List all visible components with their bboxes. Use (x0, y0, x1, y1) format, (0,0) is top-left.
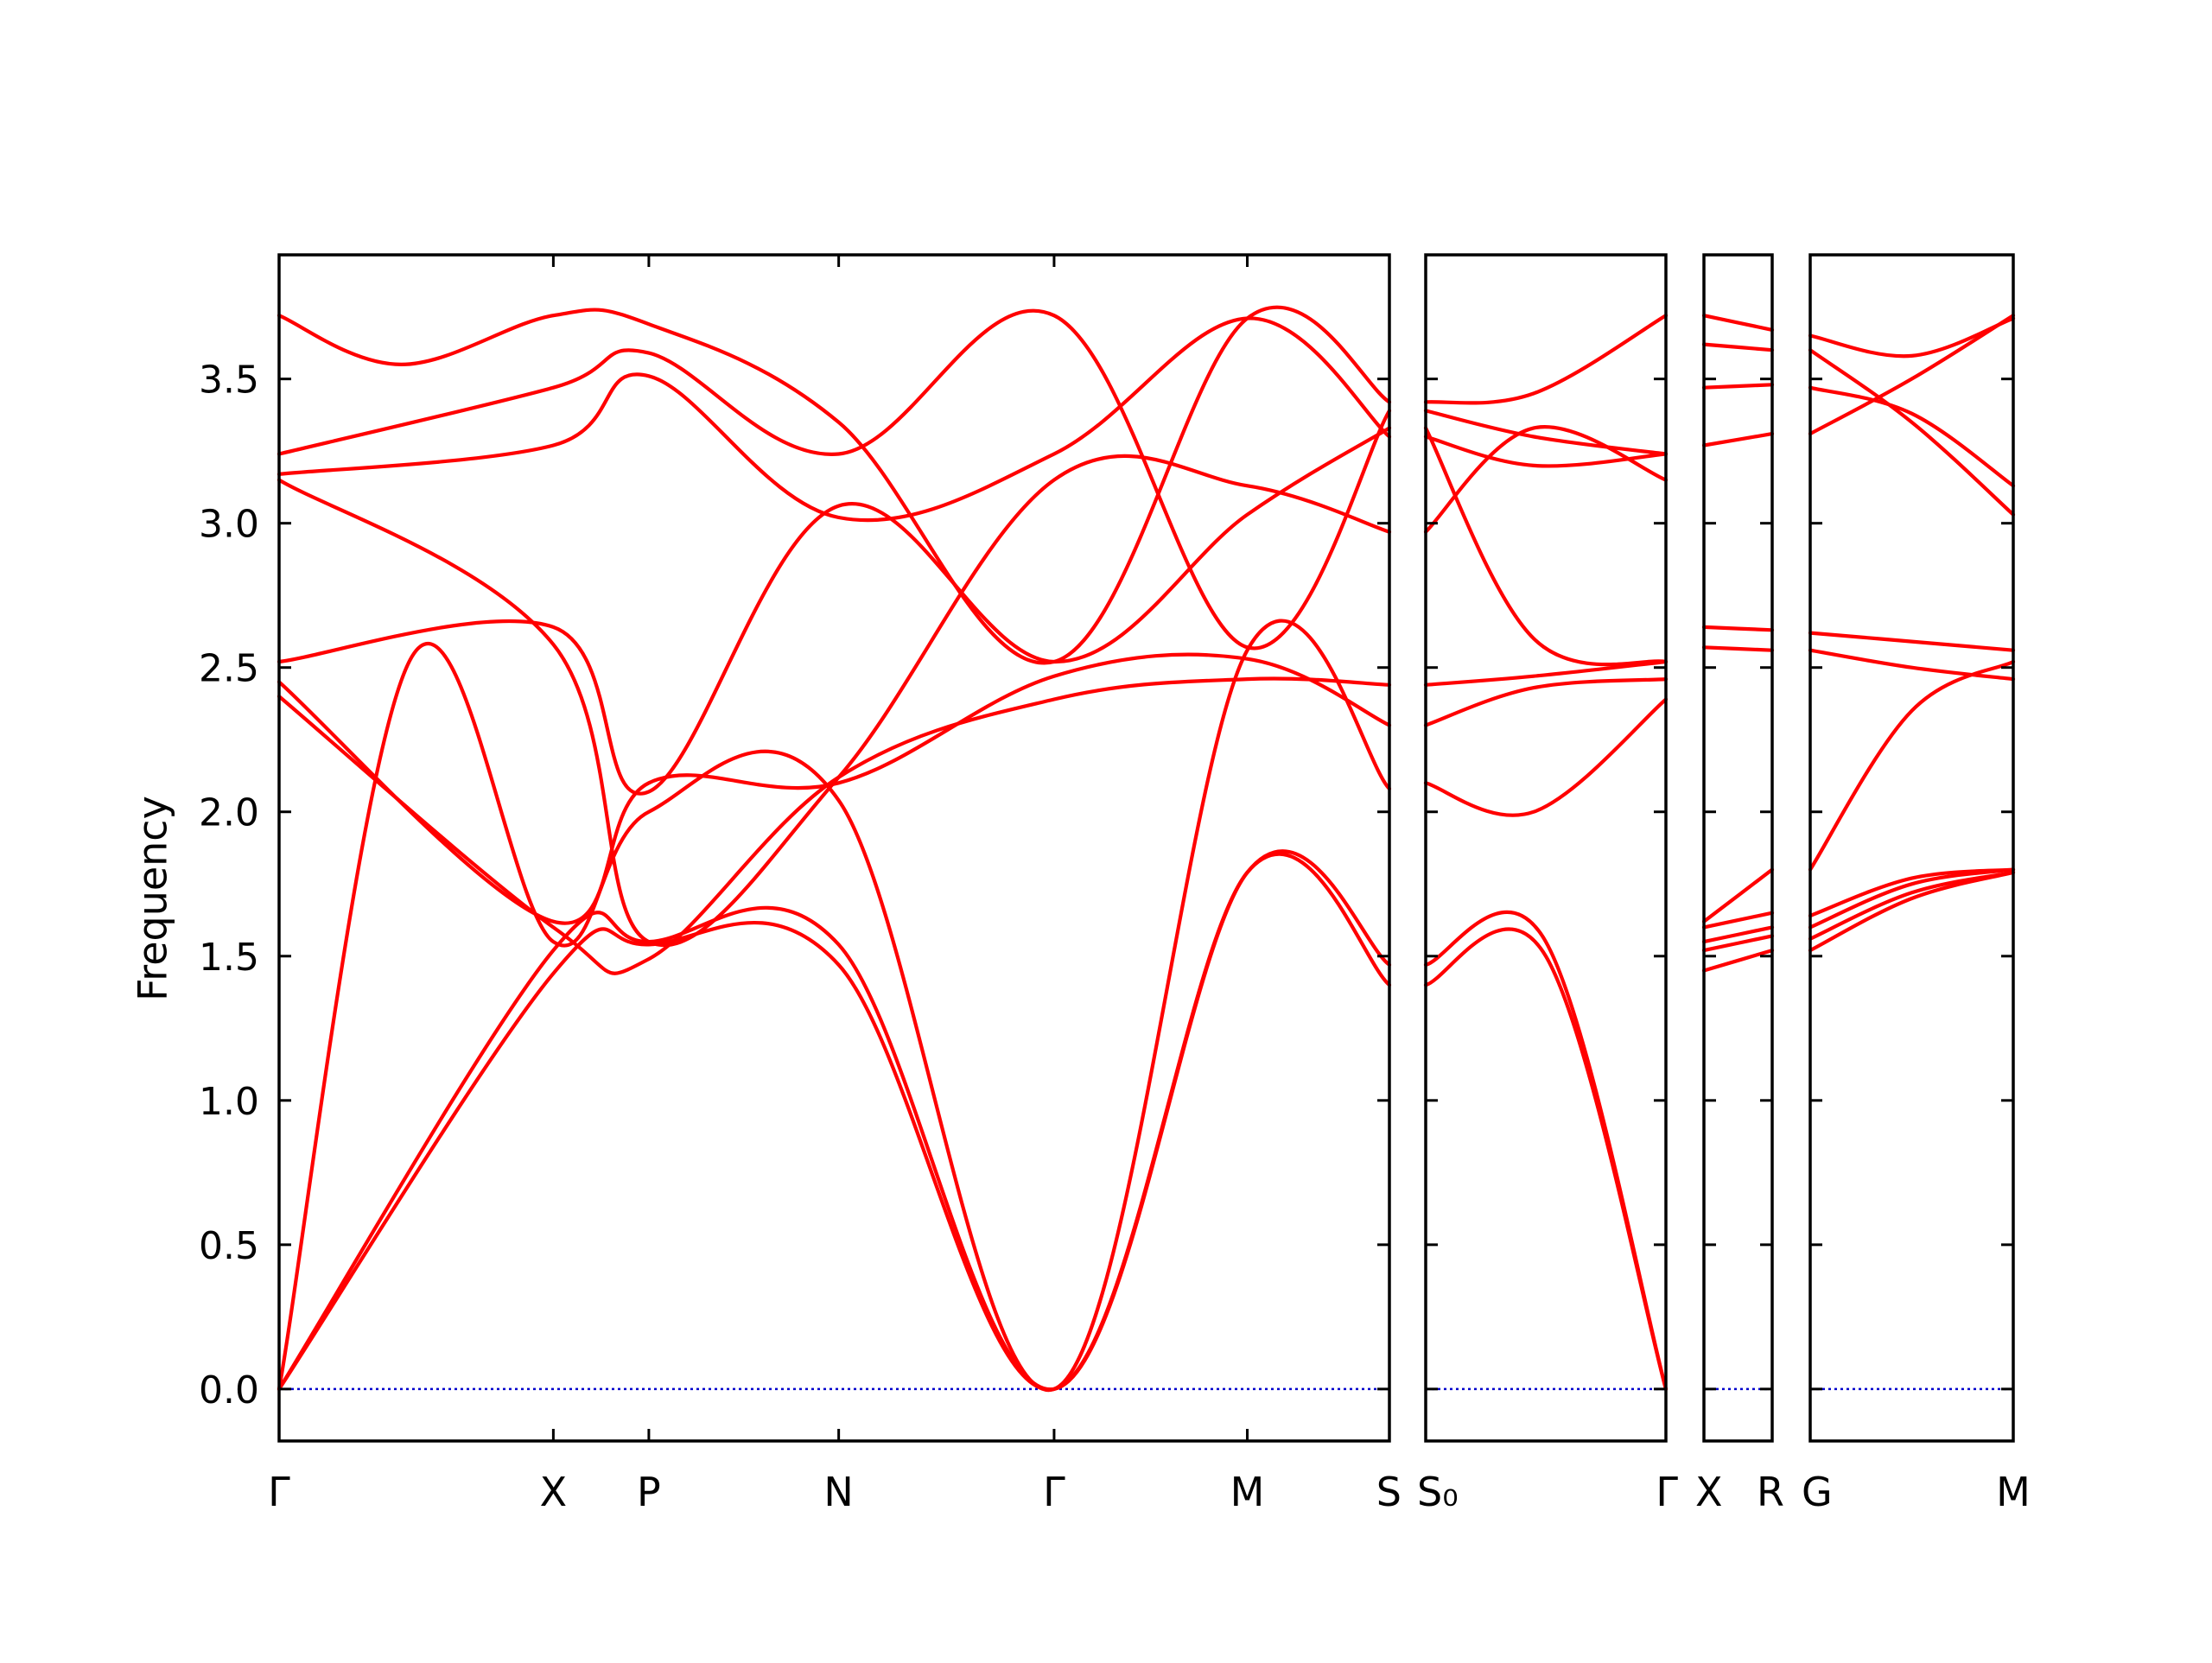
y-axis-label: Frequency (130, 796, 176, 1001)
band-line-3-11 (1701, 314, 1775, 332)
band-line-2-2 (1423, 911, 1669, 1391)
band-line-4-4 (1808, 867, 2016, 918)
band-line-2-3 (1423, 697, 1669, 817)
band-line-2-5 (1423, 659, 1669, 687)
y-tick-label: 0.0 (199, 1368, 259, 1412)
band-line-1-5 (276, 652, 1392, 925)
band-line-1-6 (276, 426, 1392, 796)
band-line-2-6 (1423, 425, 1669, 534)
band-line-1-3 (276, 619, 1392, 1393)
band-line-3-2 (1701, 934, 1775, 953)
band-line-2-7 (1423, 435, 1669, 468)
band-line-4-11 (1808, 316, 2016, 359)
band-line-4-2 (1808, 870, 2016, 941)
x-tick-label: Γ (268, 1469, 290, 1515)
panel-frame-3 (1702, 253, 1774, 1443)
band-line-3-10 (1701, 342, 1775, 352)
band-line-3-4 (1701, 911, 1775, 930)
y-tick-label: 2.0 (199, 791, 259, 835)
x-tick-label: X (1695, 1469, 1723, 1515)
band-line-1-7 (276, 454, 1392, 948)
band-line-4-10 (1808, 348, 2016, 517)
band-line-4-9 (1808, 385, 2016, 488)
band-line-3-7 (1701, 625, 1775, 632)
y-tick-label: 1.5 (199, 936, 259, 980)
x-tick-label: R (1757, 1469, 1784, 1515)
band-line-4-7 (1808, 631, 2016, 652)
band-line-2-10 (1423, 314, 1669, 405)
y-tick-label: 1.0 (199, 1080, 259, 1124)
x-tick-label: N (823, 1469, 853, 1515)
panel-frame-4 (1808, 253, 2015, 1443)
band-line-2-1 (1423, 927, 1669, 1391)
x-tick-label: P (637, 1469, 661, 1515)
panel-frame-2 (1424, 253, 1668, 1443)
band-line-3-9 (1701, 383, 1775, 390)
x-tick-label: Γ (1656, 1469, 1678, 1515)
band-line-2-8 (1423, 426, 1669, 667)
panel-frame-1 (277, 253, 1391, 1443)
y-tick-label: 0.5 (199, 1224, 259, 1268)
band-line-3-6 (1701, 645, 1775, 652)
x-tick-label: X (540, 1469, 568, 1515)
band-line-1-1 (276, 852, 1392, 1392)
band-line-4-5 (1808, 659, 2016, 872)
band-line-1-9 (276, 308, 1392, 651)
band-line-2-4 (1423, 677, 1669, 727)
y-tick-label: 2.5 (199, 647, 259, 691)
band-line-2-9 (1423, 409, 1669, 456)
band-line-4-6 (1808, 648, 2016, 682)
y-tick-label: 3.5 (199, 359, 259, 403)
x-tick-label: Γ (1043, 1469, 1065, 1515)
x-tick-label: M (1230, 1469, 1265, 1515)
band-line-3-1 (1701, 949, 1775, 973)
band-line-3-3 (1701, 925, 1775, 944)
band-line-1-4 (276, 676, 1392, 975)
band-line-3-8 (1701, 432, 1775, 447)
x-tick-label: S (1376, 1469, 1402, 1515)
band-line-1-10 (276, 305, 1392, 665)
band-line-3-5 (1701, 867, 1775, 924)
x-tick-label: M (1996, 1469, 2031, 1515)
x-tick-label: S₀ (1417, 1469, 1459, 1515)
y-tick-label: 3.0 (199, 503, 259, 547)
x-tick-label: G (1802, 1469, 1833, 1515)
band-line-1-2 (276, 849, 1392, 1392)
